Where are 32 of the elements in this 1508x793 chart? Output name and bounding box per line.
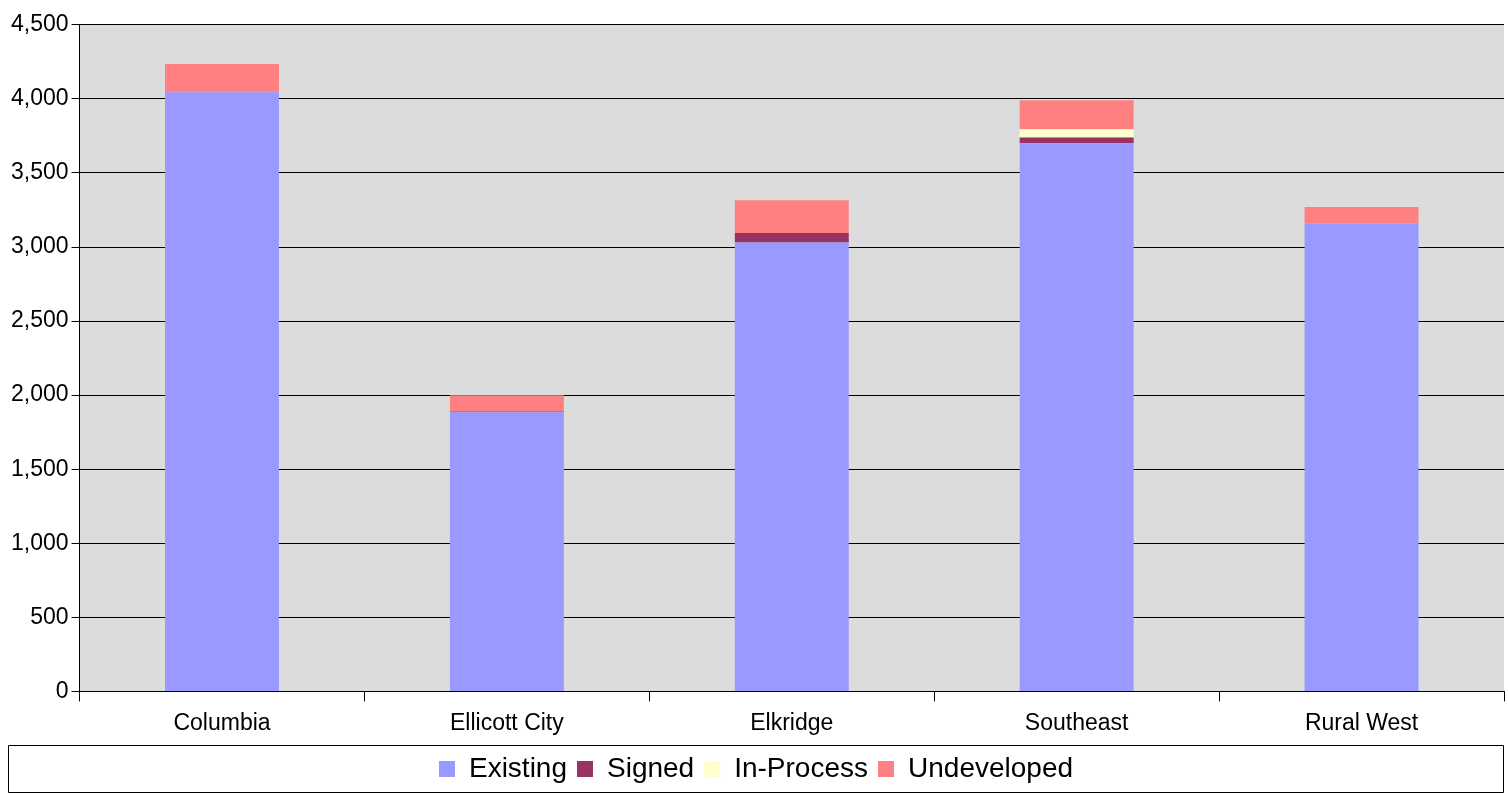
bar <box>734 232 849 243</box>
legend-label: Signed <box>607 751 695 783</box>
y-tick-label: 2,000 <box>10 380 69 407</box>
bar <box>1019 129 1134 138</box>
y-tick-label: 4,500 <box>10 10 69 37</box>
bar <box>734 200 849 233</box>
legend-label: In-Process <box>734 751 869 783</box>
bar <box>165 92 279 691</box>
y-tick-label: 1,500 <box>10 454 69 481</box>
legend-label: Undeveloped <box>908 751 1074 783</box>
bar <box>1304 223 1419 691</box>
bar <box>1019 143 1134 691</box>
y-tick-label: 1,000 <box>10 528 69 555</box>
bar <box>1019 137 1134 144</box>
bar <box>449 412 564 691</box>
x-tick-label: Columbia <box>173 708 271 735</box>
x-tick-label: Ellicott City <box>450 708 565 735</box>
y-tick-label: 4,000 <box>10 84 69 111</box>
bar <box>1304 207 1419 224</box>
y-tick-label: 3,000 <box>10 232 69 259</box>
legend-label: Existing <box>468 751 568 783</box>
bar <box>734 242 849 691</box>
y-tick-label: 0 <box>55 676 69 703</box>
bar <box>1019 100 1134 130</box>
y-tick-label: 3,500 <box>10 158 69 185</box>
bar <box>165 64 279 93</box>
bar <box>449 395 564 412</box>
x-tick-label: Rural West <box>1304 708 1419 735</box>
x-tick-label: Southeast <box>1024 708 1130 735</box>
x-tick-label: Elkridge <box>750 708 834 735</box>
y-tick-label: 2,500 <box>10 306 69 333</box>
y-tick-label: 500 <box>30 602 69 629</box>
